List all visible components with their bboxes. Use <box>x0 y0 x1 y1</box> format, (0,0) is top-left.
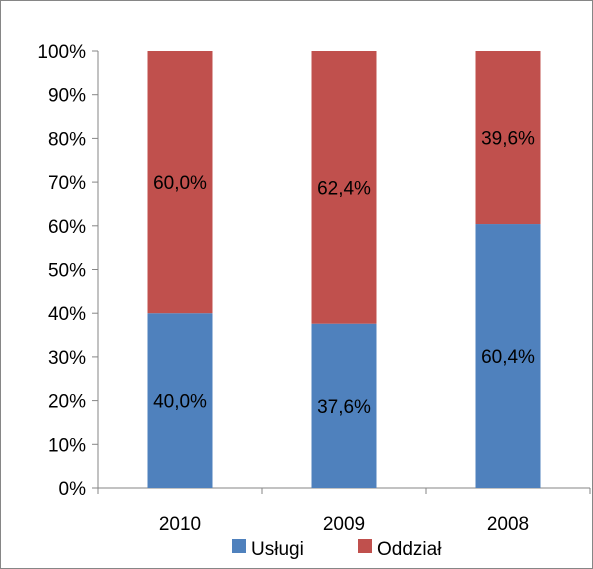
y-tick-label: 0% <box>59 479 87 500</box>
axes: 0% 10% 20% 30% 40% 50% 60% 70% 80% 90% 100% 2010 200… <box>37 42 591 535</box>
y-tick-label: 30% <box>48 348 86 369</box>
data-labels: 40,0% 60,0% 37,6% 62,4% 60,4% 39,6% <box>153 129 535 418</box>
data-label: 37,6% <box>317 397 371 418</box>
x-tick-label: 2009 <box>323 514 365 535</box>
x-tick-label: 2008 <box>487 514 529 535</box>
y-tick-label: 90% <box>48 86 86 107</box>
bars <box>147 51 541 488</box>
x-tick-label: 2010 <box>159 514 201 535</box>
data-label: 39,6% <box>481 129 535 150</box>
y-tick-label: 20% <box>48 392 86 413</box>
data-label: 62,4% <box>317 178 371 199</box>
y-tick-label: 80% <box>48 129 86 150</box>
data-label: 40,0% <box>153 392 207 413</box>
data-label: 60,0% <box>153 173 207 194</box>
bar-uslugi-2010 <box>147 313 213 488</box>
y-tick-label: 70% <box>48 173 86 194</box>
y-tick-label: 50% <box>48 261 86 282</box>
legend-label: Usługi <box>251 539 304 560</box>
y-tick-label: 10% <box>48 435 86 456</box>
y-tick-label: 40% <box>48 304 86 325</box>
bar-uslugi-2009 <box>311 323 377 488</box>
y-tick-label: 100% <box>37 42 86 63</box>
bar-uslugi-2008 <box>475 224 541 488</box>
bar-oddzial-2010 <box>147 51 213 314</box>
legend-label: Oddział <box>377 539 442 560</box>
legend-swatch <box>358 539 372 553</box>
y-tick-label: 60% <box>48 217 86 238</box>
data-label: 60,4% <box>481 347 535 368</box>
legend-swatch <box>232 539 246 553</box>
bar-oddzial-2008 <box>475 51 541 225</box>
bar-oddzial-2009 <box>311 51 377 324</box>
legend: Usługi Oddział <box>232 539 442 560</box>
